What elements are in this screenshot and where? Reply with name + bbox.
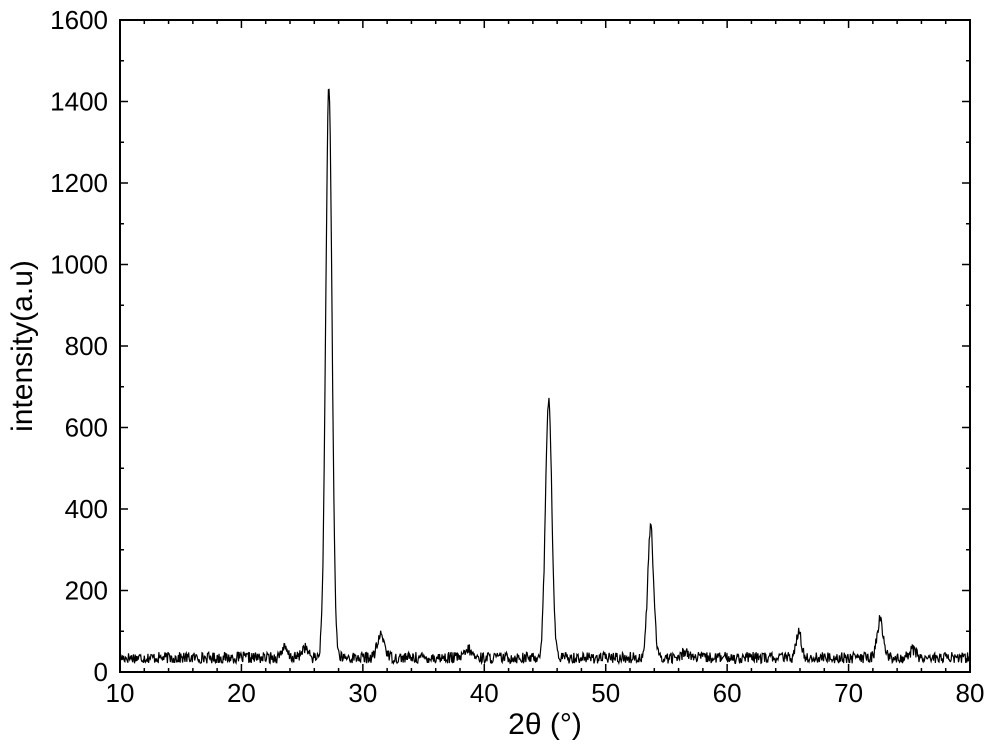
y-tick-label: 0 [94, 657, 108, 687]
xrd-chart: 1020304050607080020040060080010001200140… [0, 0, 1000, 752]
x-tick-label: 50 [591, 678, 620, 708]
x-tick-label: 60 [713, 678, 742, 708]
y-tick-label: 800 [65, 331, 108, 361]
y-axis-label: intensity(a.u) [6, 260, 39, 432]
y-tick-label: 1200 [50, 168, 108, 198]
x-tick-label: 20 [227, 678, 256, 708]
chart-svg: 1020304050607080020040060080010001200140… [0, 0, 1000, 752]
y-tick-label: 600 [65, 413, 108, 443]
x-tick-label: 80 [956, 678, 985, 708]
y-tick-label: 1000 [50, 250, 108, 280]
y-tick-label: 400 [65, 494, 108, 524]
x-tick-label: 30 [348, 678, 377, 708]
x-axis-label: 2θ (°) [508, 708, 582, 741]
y-tick-label: 1400 [50, 87, 108, 117]
y-tick-label: 1600 [50, 5, 108, 35]
x-tick-label: 70 [834, 678, 863, 708]
x-tick-label: 10 [106, 678, 135, 708]
y-tick-label: 200 [65, 576, 108, 606]
x-tick-label: 40 [470, 678, 499, 708]
